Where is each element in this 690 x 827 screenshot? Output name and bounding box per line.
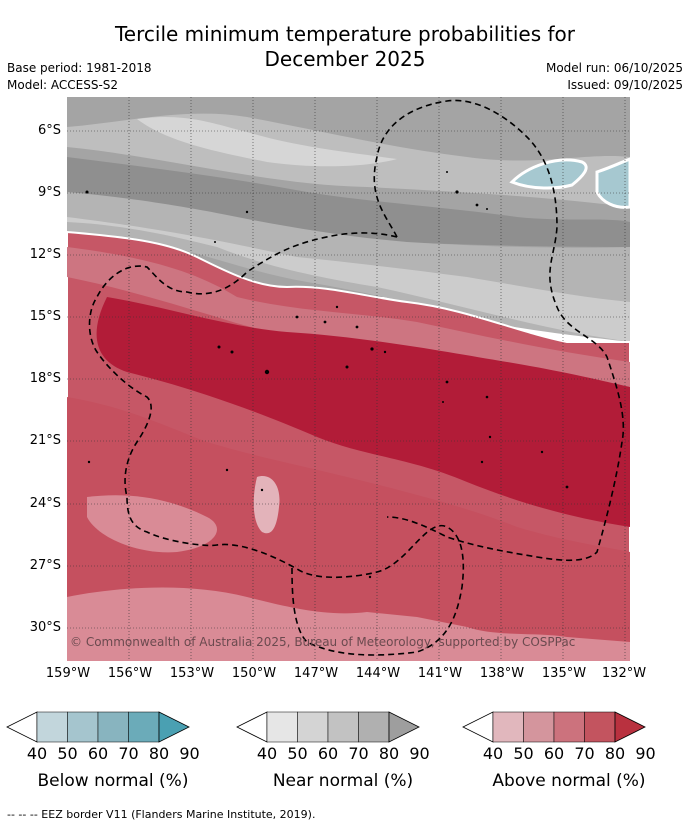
lat-label-15s: 15°S — [29, 309, 61, 324]
islands — [85, 171, 569, 579]
lat-label-12s: 12°S — [29, 247, 61, 262]
title-line-1: Tercile minimum temperature probabilitie… — [114, 22, 576, 46]
base-period: Base period: 1981-2018 — [7, 61, 152, 75]
eez-note: -- -- -- EEZ border V11 (Flanders Marine… — [7, 808, 316, 821]
lat-label-24s: 24°S — [29, 496, 61, 511]
graticule — [67, 97, 630, 661]
above-normal-high-core — [96, 297, 630, 527]
legend-swatch — [492, 711, 524, 743]
legend-tick-label: 90 — [179, 744, 200, 763]
lon-label-156w: 156°W — [107, 666, 153, 681]
meta-right: Model run: 06/10/2025 Issued: 09/10/2025 — [546, 60, 683, 94]
near-normal-dark-band — [67, 157, 630, 247]
legend-arrow-low — [462, 711, 494, 743]
lon-label-135w: 135°W — [541, 666, 587, 681]
lon-label-132w: 132°W — [601, 666, 647, 681]
legend-swatch — [358, 711, 390, 743]
legend-tick-label: 50 — [513, 744, 534, 763]
legend-swatch — [97, 711, 129, 743]
probability-map: © Commonwealth of Australia 2025, Bureau… — [67, 97, 630, 661]
legend-swatch — [36, 711, 68, 743]
legend-title-above: Above normal (%) — [492, 771, 646, 791]
legend-arrow-high — [158, 711, 190, 743]
near-normal-lightest-band — [137, 116, 397, 167]
eez-borders — [88, 99, 625, 656]
legend-arrow-high — [388, 711, 420, 743]
legend-tick-label: 50 — [57, 744, 78, 763]
lat-label-21s: 21°S — [29, 433, 61, 448]
legend-tick-label: 80 — [604, 744, 626, 763]
legend-arrow-high — [614, 711, 646, 743]
above-normal-low-patch-south — [67, 587, 630, 661]
lat-label-9s: 9°S — [37, 185, 61, 200]
near-normal-light-edge — [67, 217, 630, 342]
lat-label-30s: 30°S — [29, 620, 61, 635]
legend-above-normal — [462, 711, 646, 743]
legend-swatch — [327, 711, 359, 743]
legend-tick-label: 70 — [348, 744, 369, 763]
legend-swatch — [553, 711, 585, 743]
above-normal-edge — [67, 247, 630, 387]
legend-tick-label: 50 — [287, 744, 308, 763]
lon-label-159w: 159°W — [45, 666, 91, 681]
legend-swatch — [128, 711, 160, 743]
lon-label-147w: 147°W — [293, 666, 339, 681]
lon-label-144w: 144°W — [355, 666, 401, 681]
legend-tick-label: 70 — [118, 744, 139, 763]
lat-label-27s: 27°S — [29, 558, 61, 573]
legend-tick-label: 70 — [574, 744, 595, 763]
legend-tick-label: 90 — [635, 744, 656, 763]
legend-tick-label: 60 — [87, 744, 109, 763]
legend-near-normal — [236, 711, 420, 743]
legend-swatch — [523, 711, 555, 743]
lat-label-6s: 6°S — [37, 123, 61, 138]
lat-label-18s: 18°S — [29, 371, 61, 386]
meta-left: Base period: 1981-2018 Model: ACCESS-S2 — [7, 60, 152, 94]
legend-tick-label: 40 — [482, 744, 504, 763]
lon-label-141w: 141°W — [417, 666, 463, 681]
legend-arrow-low — [6, 711, 38, 743]
legend-title-near: Near normal (%) — [272, 771, 414, 791]
legend-swatch — [584, 711, 616, 743]
legend-arrow-low — [236, 711, 268, 743]
lon-label-153w: 153°W — [169, 666, 215, 681]
copyright-text: © Commonwealth of Australia 2025, Bureau… — [70, 635, 575, 649]
chart-title: Tercile minimum temperature probabilitie… — [0, 22, 690, 72]
legend-tick-label: 90 — [409, 744, 430, 763]
above-normal-low-patch-central — [253, 476, 280, 534]
lon-label-138w: 138°W — [479, 666, 525, 681]
legend-swatch — [67, 711, 99, 743]
legend-below-normal — [6, 711, 190, 743]
legend-tick-label: 40 — [26, 744, 48, 763]
legend-title-below: Below normal (%) — [37, 771, 189, 791]
legend-tick-label: 40 — [256, 744, 278, 763]
legend-swatch — [297, 711, 329, 743]
legend-tick-label: 60 — [317, 744, 339, 763]
model-run: Model run: 06/10/2025 — [545, 61, 683, 75]
above-normal-low-patch-west — [87, 495, 217, 553]
issued-date: Issued: 09/10/2025 — [567, 78, 683, 92]
legend-tick-label: 80 — [148, 744, 170, 763]
below-normal-patch-east — [595, 157, 630, 209]
lon-label-150w: 150°W — [231, 666, 277, 681]
model-name: Model: ACCESS-S2 — [7, 78, 119, 92]
legend-tick-label: 60 — [543, 744, 565, 763]
legend-tick-label: 80 — [378, 744, 400, 763]
legend-swatch — [266, 711, 298, 743]
title-line-2: December 2025 — [264, 47, 426, 71]
